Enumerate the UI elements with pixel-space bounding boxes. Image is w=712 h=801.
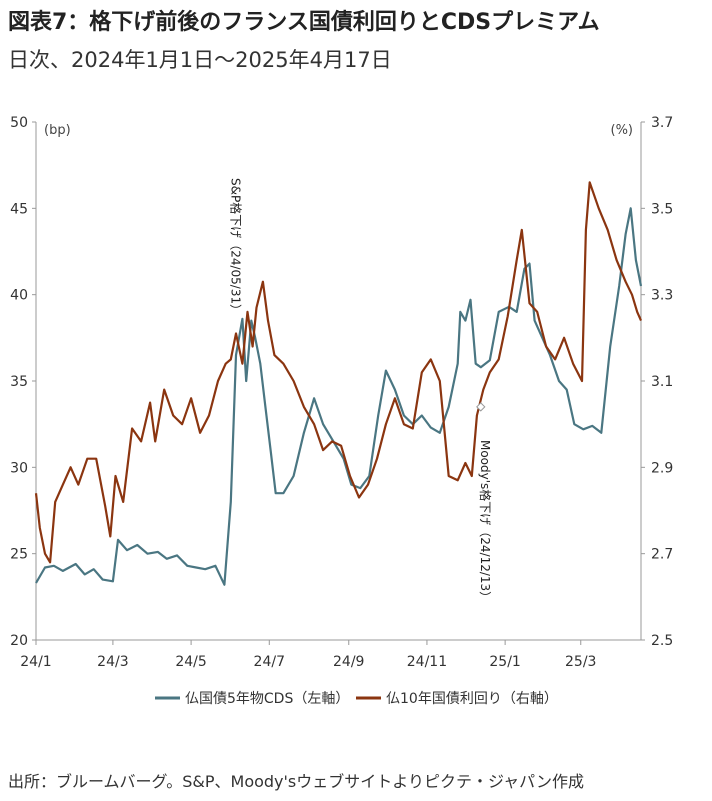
chart-subtitle: 日次、2024年1月1日～2025年4月17日	[8, 48, 392, 72]
x-tick-label: 24/11	[407, 654, 447, 670]
chart-title: 図表7：格下げ前後のフランス国債利回りとCDSプレミアム	[8, 10, 600, 35]
left-tick-label: 25	[10, 547, 28, 563]
right-tick-label: 2.9	[651, 460, 673, 476]
chart-svg: 20 25 30 35 40 45 50 2.5 2.7 2.9 3.1 3.3 3.5 3.7 (bp) (…	[10, 115, 673, 707]
source-note: 出所：ブルームバーグ。S&P、Moody'sウェブサイトよりピクテ・ジャパン作成	[8, 772, 584, 791]
left-tick-label: 50	[10, 115, 28, 131]
x-tick-label: 25/3	[565, 654, 596, 670]
yield-line	[34, 181, 643, 564]
right-axis-unit: (%)	[611, 123, 634, 138]
right-tick-label: 2.7	[651, 547, 673, 563]
x-tick-label: 24/9	[333, 654, 364, 670]
x-tick-label: 24/1	[20, 654, 51, 670]
right-tick-label: 2.5	[651, 633, 673, 649]
downgrade-marker	[476, 402, 486, 412]
cds-line	[35, 207, 643, 586]
left-tick-label: 45	[10, 201, 28, 217]
x-tick-label: 24/3	[97, 654, 128, 670]
left-axis-unit: (bp)	[44, 123, 71, 138]
right-tick-label: 3.3	[651, 288, 673, 304]
right-tick-label: 3.7	[651, 115, 673, 131]
sp-downgrade-annotation: S&P格下げ（24/05/31）	[229, 178, 244, 316]
left-tick-label: 35	[10, 374, 28, 390]
left-tick-label: 40	[10, 288, 28, 304]
legend-yield-label: 仏10年国債利回り（右軸）	[386, 691, 558, 707]
left-tick-label: 30	[10, 460, 28, 476]
moodys-downgrade-annotation: Moody's格下げ（24/12/13）	[478, 440, 493, 603]
right-tick-label: 3.1	[651, 374, 673, 390]
x-tick-label: 24/5	[175, 654, 206, 670]
left-tick-label: 20	[10, 633, 28, 649]
x-tick-label: 25/1	[489, 654, 520, 670]
right-tick-label: 3.5	[651, 201, 673, 217]
legend-cds-label: 仏国債5年物CDS（左軸）	[185, 691, 349, 707]
x-tick-label: 24/7	[254, 654, 285, 670]
